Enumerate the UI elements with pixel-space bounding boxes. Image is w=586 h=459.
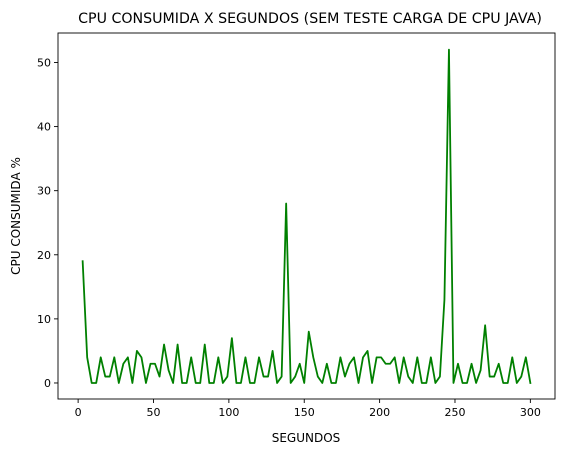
plot-frame [57, 32, 556, 400]
x-tick-label: 250 [444, 406, 465, 419]
x-tick-label: 50 [146, 406, 160, 419]
y-axis-label: CPU CONSUMIDA % [9, 157, 23, 275]
series-line [81, 48, 532, 385]
y-tick-label: 30 [37, 185, 51, 198]
x-tick-label: 100 [218, 406, 239, 419]
x-tick-label: 200 [369, 406, 390, 419]
x-tick-label: 150 [294, 406, 315, 419]
y-axis: 0 10 20 30 40 50 [37, 56, 58, 390]
y-tick-label: 0 [44, 377, 51, 390]
y-tick-label: 40 [37, 121, 51, 134]
x-tick-label: 0 [75, 406, 82, 419]
x-tick-label: 300 [520, 406, 541, 419]
chart-title: CPU CONSUMIDA X SEGUNDOS (SEM TESTE CARG… [78, 11, 542, 27]
y-tick-label: 10 [37, 313, 51, 326]
y-tick-label: 20 [37, 249, 51, 262]
x-axis: 0 50 100 150 200 250 300 [75, 399, 541, 419]
y-tick-label: 50 [37, 56, 51, 69]
x-axis-label: SEGUNDOS [272, 431, 341, 445]
